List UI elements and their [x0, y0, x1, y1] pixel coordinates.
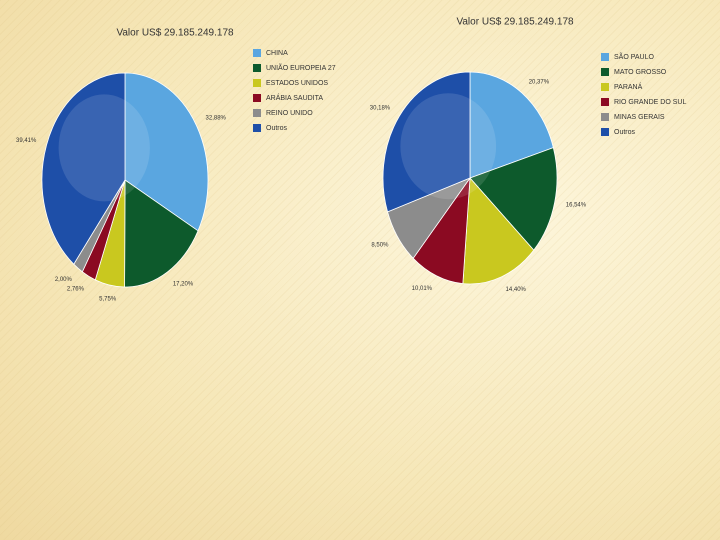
legend-swatch [253, 49, 261, 57]
legend-label: Outros [266, 125, 288, 132]
legend-label: MINAS GERAIS [614, 114, 665, 121]
pie-shine [58, 94, 150, 202]
legend-label: Outros [614, 129, 636, 136]
legend-label: REINO UNIDO [266, 110, 313, 117]
data-label: 2,00% [55, 277, 73, 283]
pie-slice [124, 72, 209, 232]
data-label: 17,20% [173, 282, 194, 288]
pie-slice [469, 147, 558, 251]
pie-slice [382, 71, 471, 213]
legend-label: SÃO PAULO [614, 52, 654, 61]
pie-slice [41, 72, 126, 265]
pie-slice [469, 71, 554, 179]
legend-label: UNIÃO EUROPEIA 27 [266, 63, 336, 72]
data-label: 32,88% [206, 116, 227, 122]
legend-swatch [253, 94, 261, 102]
legend-swatch [253, 109, 261, 117]
legend-label: CHINA [266, 50, 288, 57]
pie-shine [400, 93, 497, 200]
data-label: 16,54% [566, 203, 587, 209]
data-label: 30,18% [370, 106, 391, 112]
legend-swatch [601, 98, 609, 106]
legend-swatch [253, 124, 261, 132]
legend-swatch [601, 68, 609, 76]
legend-swatch [253, 79, 261, 87]
legend-swatch [253, 64, 261, 72]
chart-title: Valor US$ 29.185.249.178 [116, 28, 234, 39]
legend-swatch [601, 128, 609, 136]
legend-swatch [601, 83, 609, 91]
data-label: 2,76% [67, 286, 85, 292]
legend-label: PARANÁ [614, 82, 643, 91]
pie-slice [462, 177, 535, 285]
legend-label: ARÁBIA SAUDITA [266, 93, 323, 102]
legend-label: MATO GROSSO [614, 69, 667, 76]
chart-title: Valor US$ 29.185.249.178 [456, 17, 574, 28]
pie-slice [124, 179, 199, 288]
data-label: 5,75% [99, 296, 117, 302]
legend-label: RIO GRANDE DO SUL [614, 99, 686, 106]
data-label: 39,41% [16, 138, 37, 144]
data-label: 14,40% [506, 287, 527, 293]
data-label: 8,50% [371, 242, 389, 248]
legend-label: ESTADOS UNIDOS [266, 80, 328, 87]
legend-swatch [601, 53, 609, 61]
data-label: 10,01% [412, 286, 433, 292]
data-label: 20,37% [529, 79, 550, 85]
legend-swatch [601, 113, 609, 121]
